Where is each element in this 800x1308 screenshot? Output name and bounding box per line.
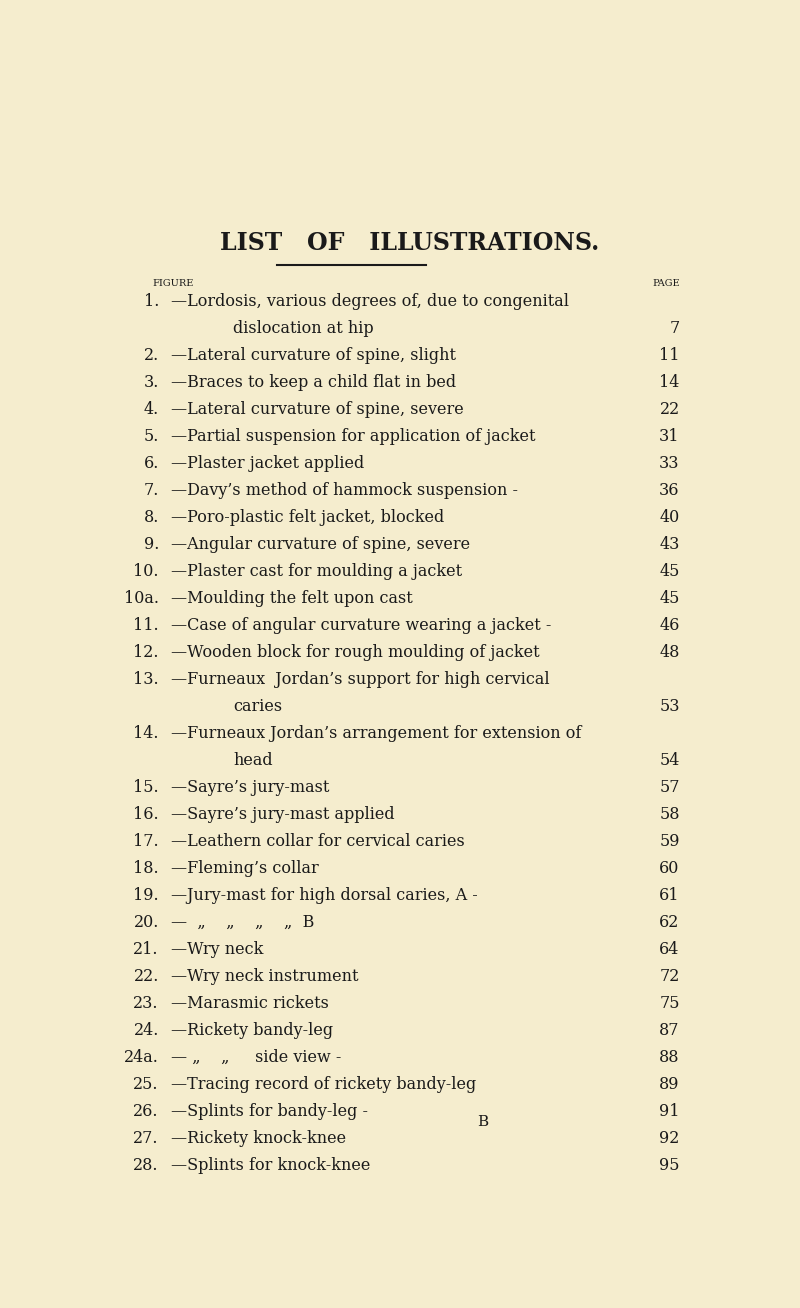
Text: —Jury-mast for high dorsal caries, A -: —Jury-mast for high dorsal caries, A - xyxy=(171,887,478,904)
Text: — „    „     side view -: — „ „ side view - xyxy=(171,1049,342,1066)
Text: 10.: 10. xyxy=(134,564,159,581)
Text: —  „    „    „    „  B: — „ „ „ „ B xyxy=(171,914,314,931)
Text: —Davy’s method of hammock suspension -: —Davy’s method of hammock suspension - xyxy=(171,483,518,500)
Text: 21.: 21. xyxy=(134,942,159,959)
Text: B: B xyxy=(478,1114,489,1129)
Text: —Sayre’s jury-mast applied: —Sayre’s jury-mast applied xyxy=(171,806,395,823)
Text: 89: 89 xyxy=(659,1076,680,1093)
Text: 45: 45 xyxy=(659,590,680,607)
Text: —Furneaux Jordan’s arrangement for extension of: —Furneaux Jordan’s arrangement for exten… xyxy=(171,726,582,743)
Text: 24a.: 24a. xyxy=(124,1049,159,1066)
Text: 40: 40 xyxy=(659,509,680,526)
Text: 27.: 27. xyxy=(134,1130,159,1147)
Text: 31: 31 xyxy=(659,429,680,446)
Text: 95: 95 xyxy=(659,1158,680,1175)
Text: 14.: 14. xyxy=(134,726,159,743)
Text: 8.: 8. xyxy=(143,509,159,526)
Text: 57: 57 xyxy=(659,780,680,797)
Text: —Poro-plastic felt jacket, blocked: —Poro-plastic felt jacket, blocked xyxy=(171,509,445,526)
Text: 22: 22 xyxy=(659,402,680,419)
Text: 64: 64 xyxy=(659,942,680,959)
Text: 1.: 1. xyxy=(143,293,159,310)
Text: —Marasmic rickets: —Marasmic rickets xyxy=(171,995,329,1012)
Text: LIST   OF   ILLUSTRATIONS.: LIST OF ILLUSTRATIONS. xyxy=(220,230,600,255)
Text: 91: 91 xyxy=(659,1103,680,1120)
Text: —Braces to keep a child flat in bed: —Braces to keep a child flat in bed xyxy=(171,374,457,391)
Text: 7.: 7. xyxy=(143,483,159,500)
Text: —Sayre’s jury-mast: —Sayre’s jury-mast xyxy=(171,780,330,797)
Text: 2.: 2. xyxy=(144,348,159,365)
Text: 4.: 4. xyxy=(144,402,159,419)
Text: 13.: 13. xyxy=(134,671,159,688)
Text: 59: 59 xyxy=(659,833,680,850)
Text: 11.: 11. xyxy=(134,617,159,634)
Text: 54: 54 xyxy=(659,752,680,769)
Text: —Moulding the felt upon cast: —Moulding the felt upon cast xyxy=(171,590,413,607)
Text: 43: 43 xyxy=(659,536,680,553)
Text: 75: 75 xyxy=(659,995,680,1012)
Text: 28.: 28. xyxy=(134,1158,159,1175)
Text: 19.: 19. xyxy=(134,887,159,904)
Text: —Rickety knock-knee: —Rickety knock-knee xyxy=(171,1130,346,1147)
Text: —Plaster jacket applied: —Plaster jacket applied xyxy=(171,455,365,472)
Text: 22.: 22. xyxy=(134,968,159,985)
Text: 88: 88 xyxy=(659,1049,680,1066)
Text: —Wooden block for rough moulding of jacket: —Wooden block for rough moulding of jack… xyxy=(171,645,540,662)
Text: 15.: 15. xyxy=(134,780,159,797)
Text: 7: 7 xyxy=(670,320,680,337)
Text: —Angular curvature of spine, severe: —Angular curvature of spine, severe xyxy=(171,536,470,553)
Text: —Tracing record of rickety bandy-leg: —Tracing record of rickety bandy-leg xyxy=(171,1076,477,1093)
Text: —Case of angular curvature wearing a jacket -: —Case of angular curvature wearing a jac… xyxy=(171,617,552,634)
Text: 24.: 24. xyxy=(134,1023,159,1040)
Text: 53: 53 xyxy=(659,698,680,715)
Text: —Splints for bandy-leg -: —Splints for bandy-leg - xyxy=(171,1103,368,1120)
Text: 23.: 23. xyxy=(134,995,159,1012)
Text: 11: 11 xyxy=(659,348,680,365)
Text: 17.: 17. xyxy=(134,833,159,850)
Text: 5.: 5. xyxy=(143,429,159,446)
Text: 36: 36 xyxy=(659,483,680,500)
Text: —Splints for knock-knee: —Splints for knock-knee xyxy=(171,1158,370,1175)
Text: 18.: 18. xyxy=(134,861,159,878)
Text: head: head xyxy=(234,752,273,769)
Text: dislocation at hip: dislocation at hip xyxy=(234,320,374,337)
Text: 61: 61 xyxy=(659,887,680,904)
Text: 10a.: 10a. xyxy=(124,590,159,607)
Text: 48: 48 xyxy=(659,645,680,662)
Text: 26.: 26. xyxy=(134,1103,159,1120)
Text: 14: 14 xyxy=(659,374,680,391)
Text: 45: 45 xyxy=(659,564,680,581)
Text: —Wry neck: —Wry neck xyxy=(171,942,264,959)
Text: 60: 60 xyxy=(659,861,680,878)
Text: 92: 92 xyxy=(659,1130,680,1147)
Text: 58: 58 xyxy=(659,806,680,823)
Text: 25.: 25. xyxy=(134,1076,159,1093)
Text: —Leathern collar for cervical caries: —Leathern collar for cervical caries xyxy=(171,833,465,850)
Text: 16.: 16. xyxy=(134,806,159,823)
Text: —Plaster cast for moulding a jacket: —Plaster cast for moulding a jacket xyxy=(171,564,462,581)
Text: 20.: 20. xyxy=(134,914,159,931)
Text: —Furneaux  Jordan’s support for high cervical: —Furneaux Jordan’s support for high cerv… xyxy=(171,671,550,688)
Text: 12.: 12. xyxy=(134,645,159,662)
Text: 72: 72 xyxy=(659,968,680,985)
Text: 62: 62 xyxy=(659,914,680,931)
Text: 9.: 9. xyxy=(143,536,159,553)
Text: —Rickety bandy-leg: —Rickety bandy-leg xyxy=(171,1023,334,1040)
Text: 33: 33 xyxy=(659,455,680,472)
Text: FIGURE: FIGURE xyxy=(153,280,194,288)
Text: —Lordosis, various degrees of, due to congenital: —Lordosis, various degrees of, due to co… xyxy=(171,293,570,310)
Text: —Fleming’s collar: —Fleming’s collar xyxy=(171,861,319,878)
Text: caries: caries xyxy=(234,698,282,715)
Text: —Lateral curvature of spine, severe: —Lateral curvature of spine, severe xyxy=(171,402,464,419)
Text: PAGE: PAGE xyxy=(652,280,680,288)
Text: —Lateral curvature of spine, slight: —Lateral curvature of spine, slight xyxy=(171,348,456,365)
Text: 46: 46 xyxy=(659,617,680,634)
Text: —Partial suspension for application of jacket: —Partial suspension for application of j… xyxy=(171,429,536,446)
Text: 3.: 3. xyxy=(143,374,159,391)
Text: 6.: 6. xyxy=(143,455,159,472)
Text: 87: 87 xyxy=(659,1023,680,1040)
Text: —Wry neck instrument: —Wry neck instrument xyxy=(171,968,358,985)
